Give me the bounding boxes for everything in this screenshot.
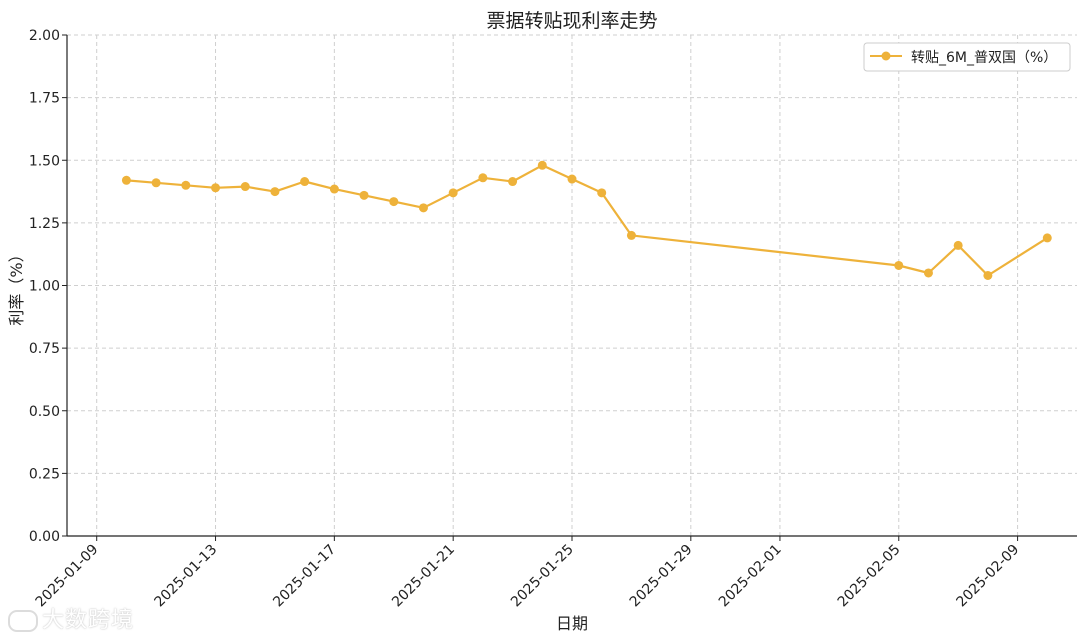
legend: 转贴_6M_普双国（%） — [863, 42, 1071, 72]
y-tick-label: 0.25 — [29, 466, 60, 482]
grid — [67, 34, 1077, 537]
data-point — [418, 203, 428, 213]
data-point — [300, 177, 310, 187]
data-point — [953, 240, 963, 250]
x-tick-label: 2025-01-29 — [627, 542, 696, 611]
watermark-logo-icon — [8, 610, 38, 632]
data-point — [270, 187, 280, 197]
series-layer — [121, 160, 1052, 280]
data-point — [240, 182, 250, 192]
y-ticks: 0.00 0.25 0.50 0.75 1.00 1.25 1.50 1.75 2.00 — [29, 28, 67, 545]
watermark: 大数跨境 — [8, 602, 134, 634]
watermark-text: 大数跨境 — [42, 608, 135, 633]
data-point — [151, 178, 161, 188]
x-tick-label: 2025-02-09 — [954, 542, 1023, 611]
x-tick-label: 2025-01-21 — [389, 542, 458, 611]
data-point — [537, 160, 547, 170]
y-tick-label: 1.75 — [29, 91, 60, 107]
data-point — [923, 268, 933, 278]
x-tick-label: 2025-01-09 — [33, 542, 102, 611]
data-point — [329, 184, 339, 194]
data-point — [389, 197, 399, 207]
data-point — [448, 188, 458, 198]
data-point — [121, 175, 131, 185]
data-point — [181, 180, 191, 190]
x-tick-label: 2025-01-17 — [270, 542, 339, 611]
data-point — [983, 270, 993, 280]
data-point — [478, 173, 488, 183]
y-tick-label: 0.50 — [29, 404, 60, 420]
legend-swatch-marker — [881, 51, 891, 61]
x-axis-label: 日期 — [556, 614, 588, 633]
x-ticks: 2025-01-09 2025-01-13 2025-01-17 2025-01-21… — [33, 536, 1023, 611]
data-point — [567, 174, 577, 184]
data-point — [626, 230, 636, 240]
x-tick-label: 2025-02-01 — [716, 542, 785, 611]
x-tick-label: 2025-01-13 — [152, 542, 221, 611]
data-point — [597, 188, 607, 198]
data-point — [894, 260, 904, 270]
series-line — [126, 164, 1048, 277]
data-point — [508, 177, 518, 187]
y-tick-label: 1.00 — [29, 279, 60, 295]
legend-box — [863, 42, 1071, 72]
y-tick-label: 2.00 — [29, 28, 60, 44]
x-tick-label: 2025-01-25 — [508, 542, 577, 611]
data-point — [211, 183, 221, 193]
legend-label: 转贴_6M_普双国（%） — [911, 50, 1057, 66]
chart-title: 票据转贴现利率走势 — [486, 10, 657, 32]
y-tick-label: 1.25 — [29, 216, 60, 232]
data-point — [1042, 233, 1052, 243]
y-tick-label: 0.00 — [29, 529, 60, 545]
data-point — [359, 190, 369, 200]
x-tick-label: 2025-02-05 — [835, 542, 904, 611]
y-axis-label: 利率（%） — [7, 246, 26, 325]
y-tick-label: 0.75 — [29, 341, 60, 357]
y-tick-label: 1.50 — [29, 153, 60, 169]
